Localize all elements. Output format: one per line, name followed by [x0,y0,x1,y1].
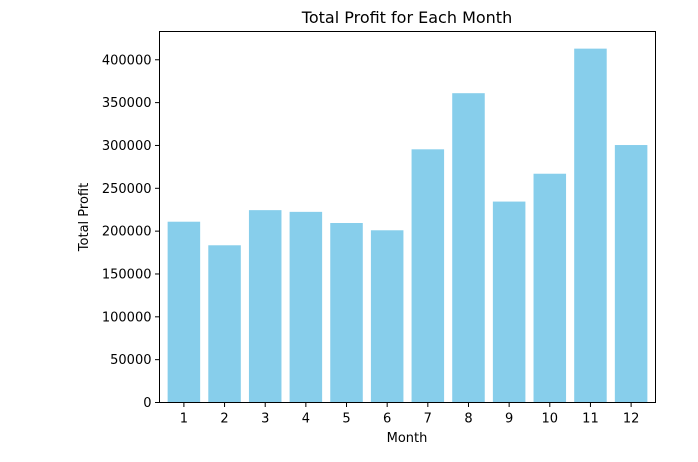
bar-month-5 [330,222,363,403]
bar-month-10 [533,173,567,403]
x-tick-label: 8 [464,412,472,427]
y-tick-label: 150000 [102,267,152,282]
bar-month-1 [167,221,201,403]
x-tick-label: 4 [302,412,310,427]
x-axis: 1 2 3 4 5 6 7 8 9 10 11 12 [180,402,640,427]
x-tick-label: 11 [582,412,599,427]
x-tick-label: 3 [261,412,269,427]
y-tick-label: 400000 [102,53,152,68]
chart-title: Total Profit for Each Month [301,8,512,27]
y-axis: 0 50000 100000 150000 200000 250000 300000 3500… [102,53,160,411]
bar-month-12 [614,145,648,403]
plot-frame [159,31,656,403]
bar-month-11 [574,48,607,403]
y-tick-label: 350000 [102,96,152,111]
bar-month-4 [289,211,323,403]
x-tick-label: 2 [220,412,228,427]
x-tick-label: 7 [424,412,432,427]
y-tick-label: 50000 [110,353,151,368]
x-tick-label: 1 [180,412,188,427]
bar-month-6 [370,230,404,403]
x-tick-label: 12 [623,412,640,427]
bars-group [167,48,648,403]
y-tick-label: 0 [143,396,151,411]
x-tick-label: 5 [342,412,350,427]
bar-month-7 [411,149,445,403]
x-tick-label: 10 [542,412,559,427]
bar-month-2 [208,245,241,403]
bar-month-3 [248,210,282,403]
x-axis-label: Month [387,431,428,446]
bar-month-8 [452,93,485,403]
y-axis-label: Total Profit [77,183,92,252]
bar-month-9 [492,201,526,403]
y-tick-label: 250000 [102,182,152,197]
x-tick-label: 9 [505,412,513,427]
y-tick-label: 300000 [102,139,152,154]
y-tick-label: 200000 [102,225,152,240]
y-tick-label: 100000 [102,310,152,325]
x-tick-label: 6 [383,412,391,427]
